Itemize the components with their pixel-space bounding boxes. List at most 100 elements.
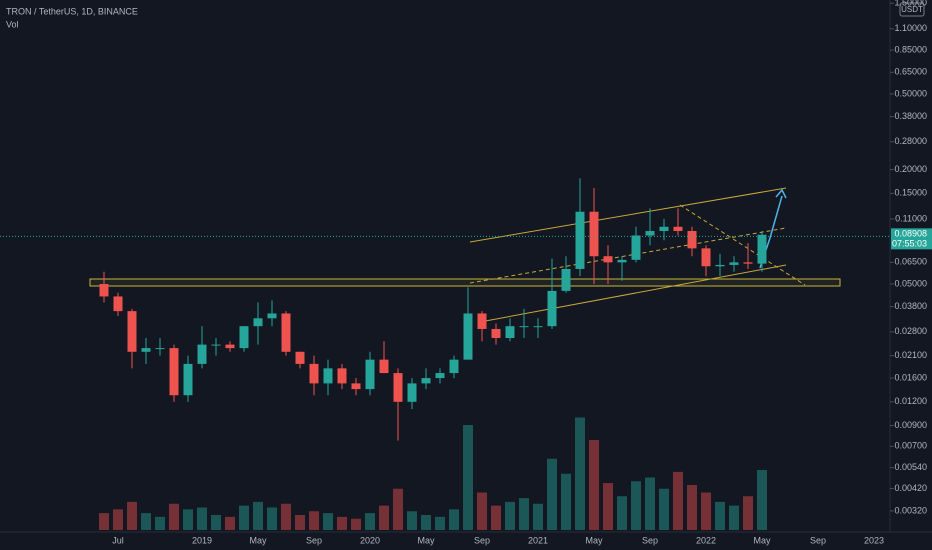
volume-bar	[141, 513, 151, 530]
candle-body	[547, 290, 557, 327]
candle-body	[267, 313, 277, 319]
candle-body	[127, 311, 137, 352]
volume-bar	[491, 505, 501, 530]
y-tick-label: 0.28000	[894, 136, 927, 146]
x-tick-label: Jul	[112, 535, 124, 545]
y-tick-label: 0.05000	[894, 278, 927, 288]
volume-bar	[337, 516, 347, 530]
candle-body	[309, 363, 319, 384]
candle-body	[617, 259, 627, 263]
volume-bar	[239, 505, 249, 530]
volume-bar	[729, 505, 739, 530]
candle-body	[505, 326, 515, 338]
volume-bar	[197, 507, 207, 530]
y-tick-label: 0.00540	[894, 462, 927, 472]
channel-bottom	[479, 264, 787, 323]
volume-bar	[533, 503, 543, 530]
arrow-head	[775, 188, 787, 199]
candle-body	[295, 351, 305, 364]
candle-body	[281, 313, 291, 352]
y-tick-label: 1.50000	[894, 0, 927, 8]
y-tick-label: 0.85000	[894, 45, 927, 55]
volume-bar	[295, 515, 305, 530]
candle-body	[701, 248, 711, 267]
candle-body	[757, 234, 767, 264]
volume-bar	[575, 417, 585, 530]
y-tick-label: 0.02800	[894, 326, 927, 336]
y-tick-label: 0.00900	[894, 420, 927, 430]
volume-bar	[547, 458, 557, 530]
candle-body	[351, 383, 361, 390]
volume-bar	[393, 488, 403, 530]
candle-body	[519, 326, 529, 328]
countdown: 07:55:03	[892, 239, 927, 249]
last-price-label: 0.08908	[894, 229, 927, 239]
candle-body	[253, 318, 263, 327]
candle-body	[365, 359, 375, 390]
volume-bar	[267, 507, 277, 530]
volume-bar	[253, 501, 263, 530]
volume-bar	[435, 516, 445, 530]
candle-body	[99, 284, 109, 297]
volume-bar	[519, 498, 529, 530]
volume-bar	[617, 496, 627, 530]
y-tick-label: 0.06500	[894, 257, 927, 267]
candle-body	[659, 226, 669, 232]
channel-mid	[469, 227, 787, 284]
volume-bar	[225, 516, 235, 530]
volume-label: Vol	[6, 19, 19, 29]
downtrend	[679, 204, 806, 286]
candle-body	[729, 262, 739, 265]
volume-bar	[113, 509, 123, 530]
candle-body	[407, 383, 417, 402]
y-tick-label: 0.50000	[894, 88, 927, 98]
x-tick-label: May	[753, 535, 771, 545]
volume-bar	[561, 473, 571, 530]
volume-bar	[183, 509, 193, 530]
candle-body	[113, 296, 123, 312]
x-tick-label: 2019	[192, 535, 212, 545]
candle-body	[645, 231, 655, 236]
volume-bar	[155, 516, 165, 530]
candle-body	[575, 211, 585, 269]
support-box	[89, 278, 841, 287]
volume-bar	[309, 511, 319, 530]
y-tick-label: 0.03800	[894, 301, 927, 311]
currency: USDT	[901, 5, 923, 14]
volume-bar	[127, 501, 137, 530]
candle-body	[379, 359, 389, 374]
volume-bar	[99, 513, 109, 530]
y-tick-label: 0.00420	[894, 483, 927, 493]
candle-body	[435, 373, 445, 379]
x-tick-label: 2022	[696, 535, 716, 545]
volume-bar	[407, 511, 417, 530]
candle-body	[631, 235, 641, 260]
candle-body	[603, 256, 613, 263]
volume-bar	[421, 515, 431, 530]
candle-body	[169, 348, 179, 396]
y-tick-label: 0.02100	[894, 350, 927, 360]
volume-bar	[351, 518, 361, 530]
x-tick-label: May	[249, 535, 267, 545]
volume-bar	[757, 470, 767, 530]
volume-bar	[603, 483, 613, 530]
y-tick-label: 0.20000	[894, 164, 927, 174]
candle-body	[449, 359, 459, 374]
candle-body	[673, 226, 683, 232]
y-tick-label: 1.10000	[894, 23, 927, 33]
x-tick-label: 2020	[360, 535, 380, 545]
y-tick-label: 0.11000	[895, 213, 927, 223]
volume-bar	[659, 488, 669, 530]
volume-bar	[463, 425, 473, 530]
candle-body	[477, 313, 487, 329]
channel-top	[469, 187, 787, 243]
last-price-box	[891, 228, 932, 250]
volume-bar	[379, 505, 389, 530]
candle-body	[393, 373, 403, 402]
y-tick-label: 0.01200	[894, 396, 927, 406]
volume-bar	[631, 481, 641, 530]
y-tick-label: 0.00700	[894, 441, 927, 451]
currency-box[interactable]	[899, 2, 925, 17]
volume-bar	[645, 477, 655, 530]
